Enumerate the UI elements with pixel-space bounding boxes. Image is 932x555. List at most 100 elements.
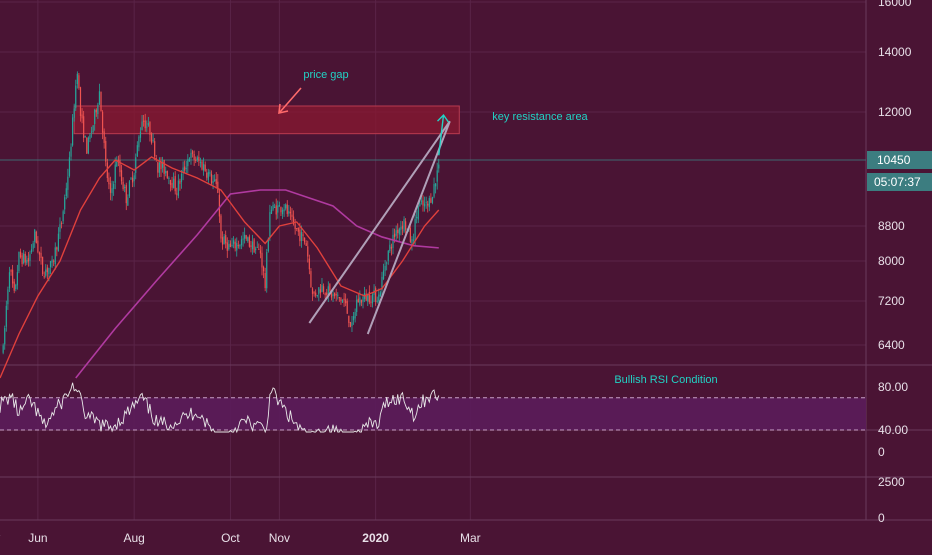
candle-body [48,268,49,274]
candle-body [323,286,324,292]
candle-body [29,254,30,261]
candle-body [167,171,168,178]
candle-body [358,299,359,303]
time-tick-label: 2020 [362,531,389,545]
candle-body [391,247,392,249]
candle-body [7,289,8,304]
candle-body [197,157,198,160]
candle-body [26,260,27,263]
candle-body [80,87,81,116]
candle-body [249,237,250,247]
candle-body [25,254,26,262]
candle-body [386,263,387,264]
candle-body [252,242,253,250]
candle-body [143,121,144,122]
candle-body [241,239,242,245]
candle-body [380,292,381,296]
candle-body [86,138,87,154]
time-tick-label: Jun [28,531,47,545]
candle-body [435,183,436,186]
candle-body [85,136,86,137]
candle-body [272,205,273,210]
candle-body [383,270,384,279]
candle-body [389,245,390,251]
candle-body [263,267,264,271]
candle-body [175,176,176,191]
price-tick-label: 8000 [878,254,905,268]
candle-body [23,254,24,264]
candle-body [148,123,149,126]
candle-body [83,116,84,138]
candle-body [274,207,275,208]
candle-body [422,200,423,205]
candle-body [181,174,182,182]
candle-body [326,293,327,295]
candle-body [159,162,160,172]
candle-body [429,198,430,207]
candle-body [141,122,142,131]
candle-body [200,162,201,163]
candle-body [290,212,291,214]
candle-body [388,251,389,261]
candle-body [329,284,330,291]
candle-body [415,219,416,240]
candle-body [309,259,310,270]
candle-body [75,86,76,109]
price-tick-label: 6400 [878,338,905,352]
candle-body [413,240,414,241]
candle-body [353,316,354,320]
candle-body [50,261,51,267]
candle-body [6,306,7,327]
candle-body [317,295,318,296]
candle-body [146,127,147,128]
candle-body [246,235,247,239]
candle-body [337,295,338,296]
candle-body [261,253,262,268]
candle-body [216,179,217,184]
candle-body [313,292,314,294]
candle-body [400,227,401,230]
candle-body [40,253,41,258]
candle-body [437,170,438,181]
price-gap-label: price gap [303,69,348,81]
candle-body [224,236,225,244]
candle-body [67,177,68,190]
candle-body [173,179,174,189]
candle-body [176,194,177,195]
candle-body [280,207,281,212]
candle-body [88,138,89,154]
candle-body [15,285,16,289]
candle-body [105,141,106,162]
candle-body [111,188,112,193]
candle-body [69,157,70,176]
candle-body [257,247,258,248]
candle-body [392,235,393,248]
price-tick-label: 8800 [878,219,905,233]
candle-body [195,160,196,161]
current-price-label: 10450 [877,153,911,167]
candle-body [151,133,152,143]
candle-body [339,297,340,298]
candle-body [47,268,48,273]
candle-body [198,157,199,161]
candle-body [427,204,428,206]
candle-body [296,228,297,229]
candle-body [302,234,303,235]
candle-body [178,181,179,196]
candle-body [222,237,223,245]
candle-body [403,219,404,231]
candle-body [421,201,422,202]
candle-body [340,298,341,301]
candle-body [96,110,97,113]
candle-body [61,223,62,224]
candle-body [165,171,166,173]
candle-body [362,297,363,302]
candle-body [228,244,229,249]
candle-body [74,109,75,118]
candle-body [10,270,11,272]
time-tick-label: Oct [221,531,240,545]
candle-body [318,287,319,294]
candle-body [315,293,316,296]
